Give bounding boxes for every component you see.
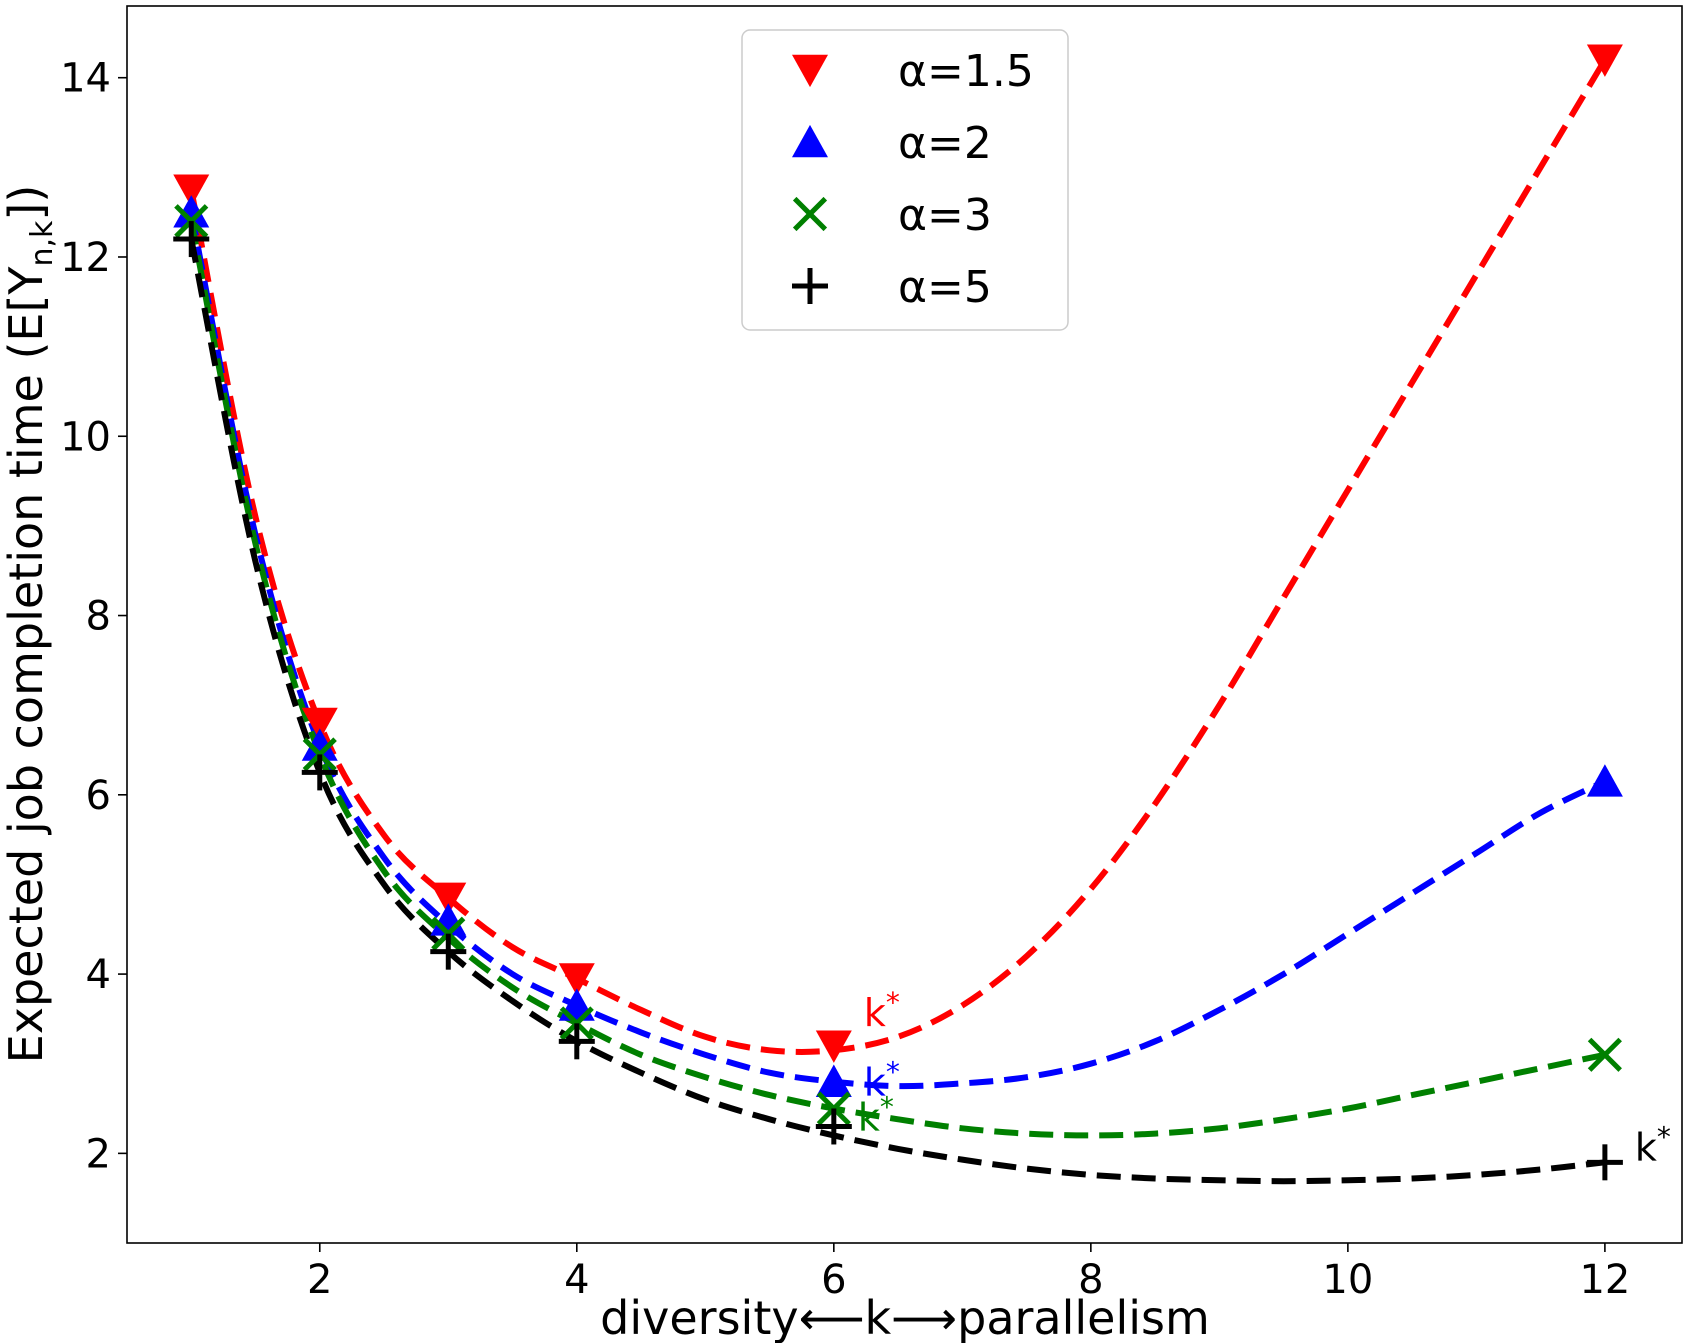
y-tick-label: 10 <box>60 414 111 460</box>
x-tick-label: 8 <box>1078 1257 1103 1303</box>
y-axis-label-end: ]) <box>0 185 53 221</box>
y-tick-label: 12 <box>60 235 111 281</box>
data-point-series-4-k4 <box>558 1023 595 1060</box>
data-point-series-1-k12 <box>1586 44 1623 77</box>
data-point-series-1-k4 <box>558 963 595 996</box>
y-tick-label: 6 <box>86 773 111 819</box>
data-point-series-1-k3 <box>430 882 467 915</box>
legend-label-series-1: α=1.5 <box>898 46 1034 97</box>
legend-marker-series-4 <box>792 268 828 304</box>
data-point-series-1-k2 <box>301 707 338 741</box>
data-point-series-4-k3 <box>430 933 467 970</box>
y-axis-label: Expected job completion time (E[Yn,k]) <box>0 185 60 1064</box>
kstar-label-series-2: k* <box>864 1056 900 1105</box>
kstar-label-series-4: k* <box>1635 1120 1671 1169</box>
y-tick-label: 4 <box>86 952 111 998</box>
legend-marker-series-3 <box>792 196 828 232</box>
y-axis-label-subscript: n,k <box>25 220 60 267</box>
x-tick-label: 2 <box>307 1257 332 1303</box>
y-axis-ticks: 2 4 6 8 10 12 14 <box>60 56 127 1177</box>
legend-marker-series-2 <box>792 124 828 158</box>
series-markers <box>173 44 1623 1181</box>
data-point-series-1-k1 <box>173 174 210 207</box>
legend-frame <box>741 29 1069 331</box>
series-line-1 <box>188 58 1608 1055</box>
data-point-series-4-k2 <box>301 754 338 791</box>
legend-label-series-4: α=5 <box>898 262 992 313</box>
legend-label-series-3: α=3 <box>898 190 992 241</box>
legend-label-series-2: α=2 <box>898 118 992 169</box>
data-point-series-4-k12 <box>1586 1144 1623 1181</box>
x-tick-label: 6 <box>821 1257 846 1303</box>
y-tick-label: 14 <box>60 56 111 102</box>
x-tick-label: 12 <box>1579 1257 1630 1303</box>
x-axis-ticks: 2 4 6 8 10 12 <box>307 1243 1630 1303</box>
kstar-annotations: k*k*k*k* <box>858 986 1671 1170</box>
kstar-label-series-3: k* <box>858 1091 894 1140</box>
x-tick-label: 4 <box>564 1257 589 1303</box>
x-axis-label: diversity⟵k⟶parallelism <box>600 1291 1210 1343</box>
data-point-series-2-k2 <box>301 728 338 761</box>
y-tick-label: 8 <box>86 594 111 640</box>
y-tick-label: 2 <box>86 1131 111 1177</box>
plot-frame <box>126 5 1683 1244</box>
data-point-series-2-k1 <box>173 195 210 228</box>
x-tick-label: 10 <box>1322 1257 1373 1303</box>
data-point-series-2-k12 <box>1586 764 1623 797</box>
y-axis-label-main: Expected job completion time (E[Y <box>0 266 53 1064</box>
data-point-series-3-k12 <box>1587 1037 1622 1072</box>
data-point-series-4-k6 <box>815 1108 852 1145</box>
legend: α=1.5 α=2 α=3 α=5 <box>741 29 1069 331</box>
data-point-series-4-k1 <box>173 221 210 258</box>
kstar-label-series-1: k* <box>864 986 900 1035</box>
data-point-series-2-k6 <box>815 1064 852 1097</box>
data-point-series-1-k6 <box>815 1030 852 1063</box>
legend-marker-series-1 <box>792 54 828 88</box>
